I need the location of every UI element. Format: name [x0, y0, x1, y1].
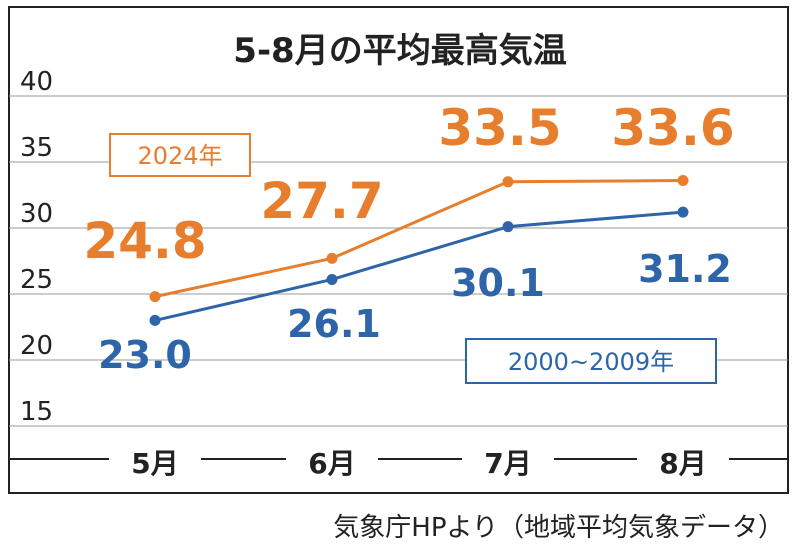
- legend-2000-2009-label: 2000~2009年: [508, 348, 674, 376]
- y-tick-label: 30: [20, 199, 53, 229]
- y-tick-label: 35: [20, 133, 53, 163]
- y-axis-ticks: 15 20 25 30 35 40: [20, 67, 53, 427]
- y-tick-label: 20: [20, 331, 53, 361]
- legend-2000-2009-box: [465, 338, 717, 384]
- chart-border: [8, 6, 789, 494]
- x-tick-label: 6月: [308, 447, 355, 480]
- legend-2024: 2024年: [109, 133, 251, 177]
- y-tick-label: 40: [20, 67, 53, 97]
- data-label: 30.1: [451, 261, 545, 305]
- data-label: 33.6: [611, 99, 734, 157]
- series-line: [154, 178, 684, 299]
- series-line: [154, 210, 684, 322]
- data-label: 31.2: [638, 247, 732, 291]
- x-tick-bg: [462, 440, 554, 480]
- data-point: [149, 314, 161, 326]
- y-tick-label: 15: [20, 397, 53, 427]
- data-point: [677, 174, 689, 186]
- x-tick-bg: [109, 440, 201, 480]
- data-label: 23.0: [98, 333, 192, 377]
- x-tick-label: 7月: [484, 447, 531, 480]
- legend-2000-2009: 2000~2009年: [465, 338, 717, 384]
- data-point: [677, 206, 689, 218]
- x-axis-ticks: 5月 6月 7月 8月: [109, 440, 729, 480]
- source-note: 気象庁HPより（地域平均気象データ）: [333, 513, 784, 543]
- data-label: 33.5: [438, 99, 561, 157]
- x-tick-bg: [637, 440, 729, 480]
- data-point: [502, 176, 514, 188]
- data-label: 27.7: [260, 172, 383, 230]
- data-point: [326, 252, 338, 264]
- chart-title: 5-8月の平均最高気温: [233, 31, 566, 71]
- data-point: [326, 273, 338, 285]
- data-point: [149, 291, 161, 303]
- data-label: 26.1: [287, 302, 381, 346]
- data-point: [502, 221, 514, 233]
- data-label: 24.8: [83, 212, 206, 270]
- x-tick-label: 8月: [659, 447, 706, 480]
- legend-2024-box: [109, 133, 251, 177]
- x-tick-bg: [286, 440, 378, 480]
- y-tick-label: 25: [20, 265, 53, 295]
- legend-2024-label: 2024年: [137, 142, 222, 170]
- series-layer: 24.8 27.7 33.5 33.6 23.0 26.1 30.1 31.2: [83, 99, 734, 377]
- x-tick-label: 5月: [131, 447, 178, 480]
